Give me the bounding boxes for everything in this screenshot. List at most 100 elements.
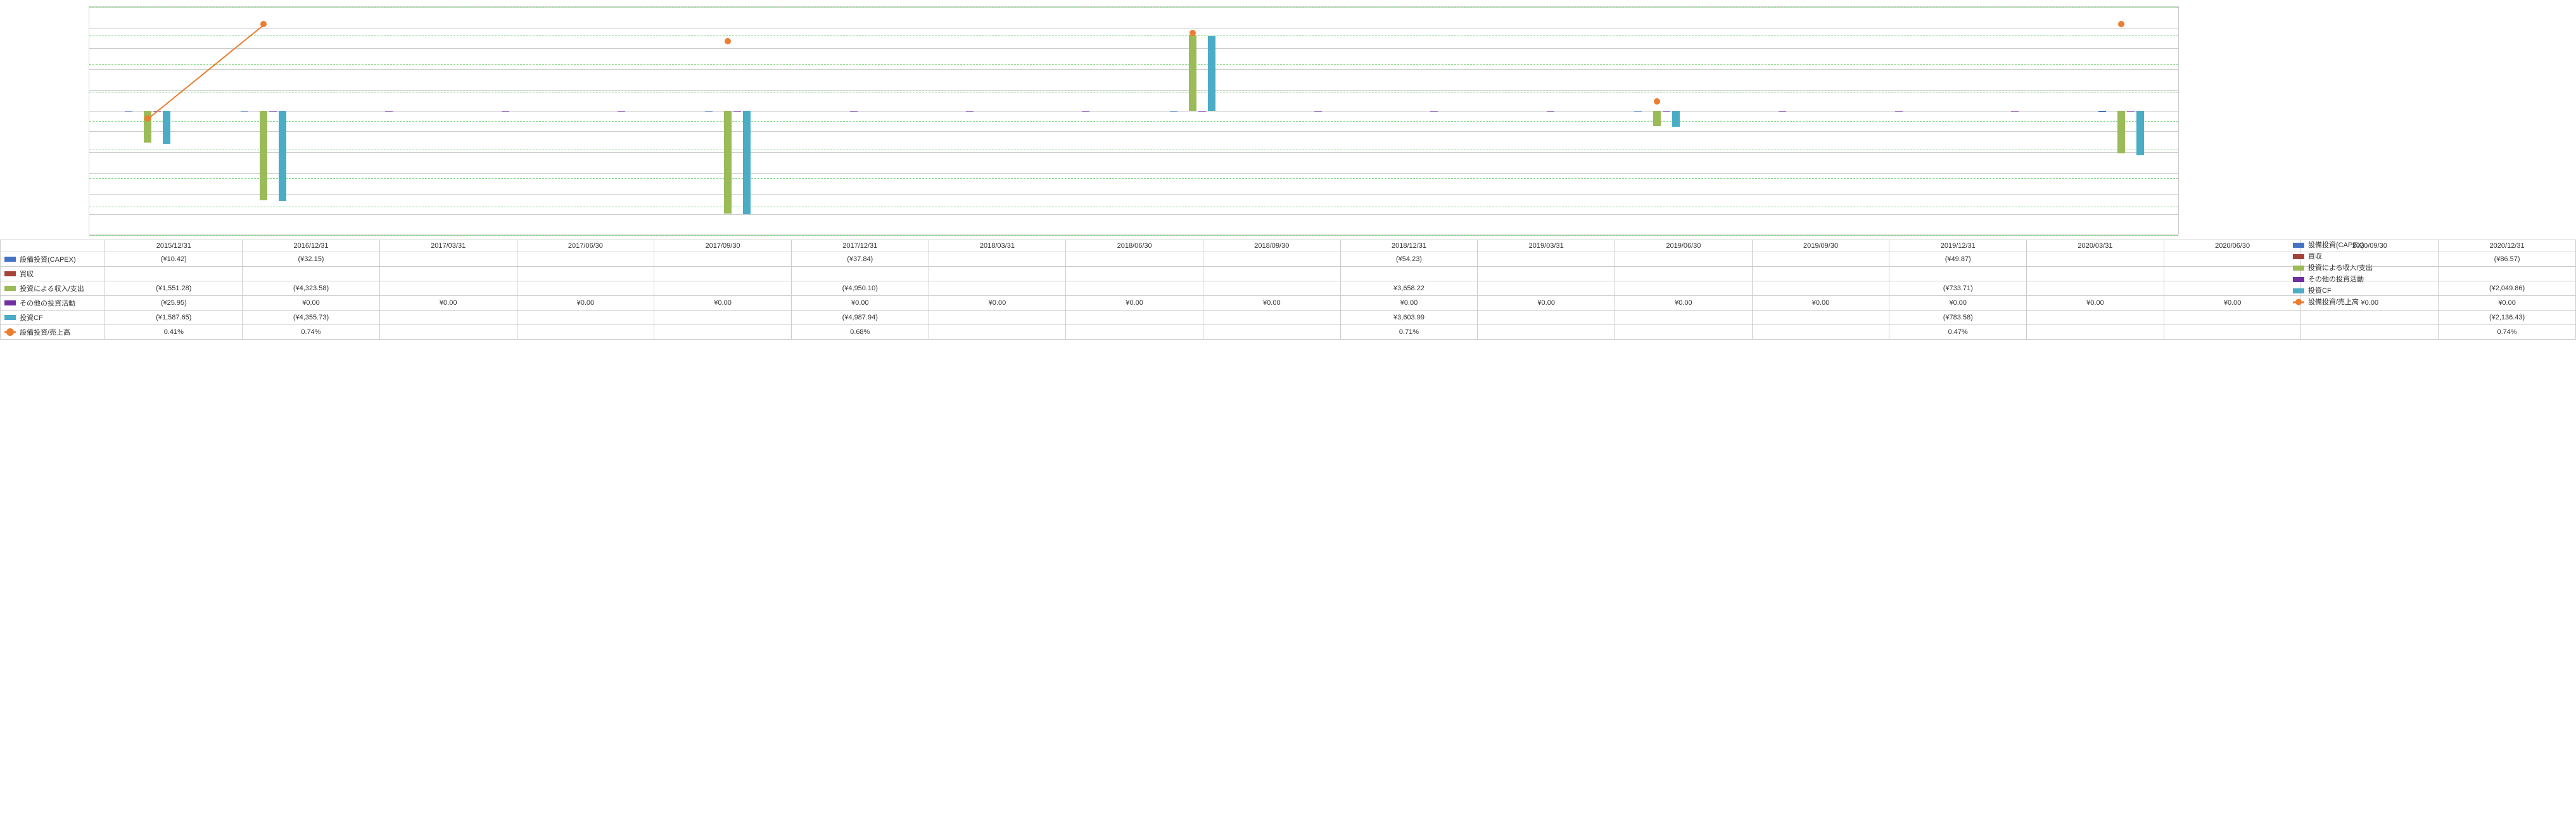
bar-invcf bbox=[2136, 111, 2144, 155]
legend-swatch bbox=[2293, 266, 2304, 271]
table-row: 投資による収入/支出(¥1,551.28)(¥4,323.58)(¥4,950.… bbox=[1, 281, 2576, 296]
table-cell: ¥0.00 bbox=[2439, 296, 2576, 311]
table-cell bbox=[517, 325, 654, 340]
legend-swatch bbox=[4, 286, 16, 291]
table-col-header: 2020/06/30 bbox=[2164, 240, 2301, 252]
row-header-invcf: 投資CF bbox=[1, 311, 105, 325]
legend-swatch bbox=[4, 300, 16, 305]
table-cell: ¥0.00 bbox=[1203, 296, 1340, 311]
table-col-header: 2019/12/31 bbox=[1889, 240, 2027, 252]
table-col-header: 2019/09/30 bbox=[1752, 240, 1889, 252]
legend-item-invcf: 投資CF bbox=[2293, 285, 2407, 297]
table-cell bbox=[379, 281, 517, 296]
table-header-row: 2015/12/312016/12/312017/03/312017/06/30… bbox=[1, 240, 2576, 252]
table-cell bbox=[1066, 281, 1203, 296]
bar-invio bbox=[1653, 111, 1661, 126]
table-cell bbox=[654, 311, 792, 325]
table-cell: ¥0.00 bbox=[1340, 296, 1478, 311]
table-cell bbox=[2027, 267, 2164, 281]
legend-right: 設備投資(CAPEX)買収投資による収入/支出その他の投資活動投資CF設備投資/… bbox=[2293, 240, 2407, 308]
row-label: 買収 bbox=[20, 271, 34, 278]
line-ratio bbox=[147, 24, 264, 119]
marker-ratio bbox=[1190, 30, 1196, 36]
table-cell: (¥37.84) bbox=[791, 252, 929, 267]
marker-ratio bbox=[1654, 98, 1660, 105]
gridline bbox=[89, 69, 2178, 70]
table-cell bbox=[1889, 267, 2027, 281]
table-cell bbox=[517, 311, 654, 325]
gridline bbox=[89, 173, 2178, 174]
table-cell bbox=[379, 267, 517, 281]
gridline bbox=[89, 214, 2178, 215]
table-cell: ¥0.00 bbox=[1478, 296, 1615, 311]
table-cell bbox=[2164, 325, 2301, 340]
table-col-header: 2018/03/31 bbox=[929, 240, 1066, 252]
bar-invcf bbox=[163, 111, 170, 144]
table-col-header: 2016/12/31 bbox=[243, 240, 380, 252]
bar-other bbox=[733, 111, 741, 112]
table-cell bbox=[517, 267, 654, 281]
table-cell bbox=[379, 311, 517, 325]
row-header-capex: 設備投資(CAPEX) bbox=[1, 252, 105, 267]
legend-swatch bbox=[2293, 254, 2304, 259]
gridline-secondary bbox=[89, 64, 2178, 65]
marker-ratio bbox=[2118, 21, 2124, 27]
table-cell bbox=[517, 281, 654, 296]
row-header-invio: 投資による収入/支出 bbox=[1, 281, 105, 296]
table-row: 買収 bbox=[1, 267, 2576, 281]
legend-swatch bbox=[2293, 288, 2304, 293]
table-cell bbox=[105, 267, 243, 281]
bar-invio bbox=[260, 111, 267, 200]
table-cell bbox=[1478, 267, 1615, 281]
gridline bbox=[89, 111, 2178, 112]
table-col-header: 2017/03/31 bbox=[379, 240, 517, 252]
bar-other bbox=[2011, 111, 2019, 112]
table-cell bbox=[1478, 281, 1615, 296]
table-cell bbox=[791, 267, 929, 281]
table-cell bbox=[379, 325, 517, 340]
row-header-other: その他の投資活動 bbox=[1, 296, 105, 311]
table-cell bbox=[2301, 311, 2439, 325]
table-cell: (¥4,355.73) bbox=[243, 311, 380, 325]
table-cell bbox=[1752, 325, 1889, 340]
table-cell: (¥49.87) bbox=[1889, 252, 2027, 267]
legend-item-capex: 設備投資(CAPEX) bbox=[2293, 240, 2407, 251]
bar-other bbox=[269, 111, 277, 112]
table-cell bbox=[929, 281, 1066, 296]
legend-swatch bbox=[4, 315, 16, 320]
table-cell: ¥0.00 bbox=[929, 296, 1066, 311]
table-cell bbox=[929, 252, 1066, 267]
bar-capex bbox=[241, 111, 248, 112]
table-cell bbox=[2027, 252, 2164, 267]
bar-other bbox=[1779, 111, 1786, 112]
table-cell bbox=[2027, 281, 2164, 296]
gridline bbox=[89, 194, 2178, 195]
gridline-secondary bbox=[89, 121, 2178, 122]
table-col-header: 2018/06/30 bbox=[1066, 240, 1203, 252]
table-col-header: 2019/03/31 bbox=[1478, 240, 1615, 252]
table-cell bbox=[1066, 311, 1203, 325]
legend-label: 投資による収入/支出 bbox=[2308, 264, 2373, 272]
table-cell: ¥0.00 bbox=[1066, 296, 1203, 311]
legend-item-acq: 買収 bbox=[2293, 251, 2407, 262]
table-cell: 0.74% bbox=[243, 325, 380, 340]
table-cell bbox=[1340, 267, 1478, 281]
bar-other bbox=[1198, 111, 1206, 112]
table-col-header: 2015/12/31 bbox=[105, 240, 243, 252]
table-cell: (¥4,950.10) bbox=[791, 281, 929, 296]
table-row: 投資CF(¥1,587.65)(¥4,355.73)(¥4,987.94)¥3,… bbox=[1, 311, 2576, 325]
table-cell bbox=[929, 311, 1066, 325]
table-col-header: 2017/12/31 bbox=[791, 240, 929, 252]
table-cell bbox=[1203, 325, 1340, 340]
legend-label: 投資CF bbox=[2308, 287, 2332, 295]
table-cell bbox=[2301, 325, 2439, 340]
gridline-secondary bbox=[89, 178, 2178, 179]
row-label: その他の投資活動 bbox=[20, 300, 75, 307]
table-cell bbox=[1615, 281, 1753, 296]
table-cell bbox=[929, 325, 1066, 340]
table-cell bbox=[1203, 311, 1340, 325]
table-col-header: 2017/06/30 bbox=[517, 240, 654, 252]
table-cell: 0.47% bbox=[1889, 325, 2027, 340]
table-row: 設備投資(CAPEX)(¥10.42)(¥32.15)(¥37.84)(¥54.… bbox=[1, 252, 2576, 267]
bar-other bbox=[1430, 111, 1438, 112]
